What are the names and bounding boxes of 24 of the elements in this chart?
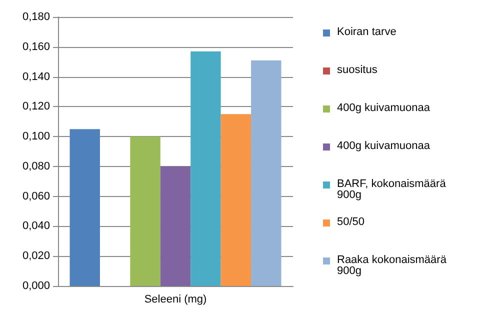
y-tick-label: 0,180	[22, 11, 50, 23]
y-tick-label: 0,140	[22, 70, 50, 83]
bar	[190, 51, 221, 286]
bar	[220, 114, 252, 286]
legend-label: BARF, kokonaismäärä 900g	[337, 178, 449, 201]
legend-label: 400g kuivamuonaa	[337, 140, 431, 152]
legend-label: suositus	[337, 64, 378, 76]
y-tick-label: 0,120	[22, 100, 50, 113]
legend-label: 400g kuivamuonaa	[337, 102, 431, 114]
y-tick-label: 0,020	[22, 250, 50, 262]
y-tick-label: 0,160	[22, 40, 50, 53]
y-tick-label: 0,080	[22, 160, 50, 172]
bar	[160, 166, 191, 286]
bar	[70, 129, 100, 286]
y-tick-label: 0,100	[22, 130, 50, 143]
legend-label: Raaka kokonaismäärä 900g	[337, 254, 450, 277]
y-tick-label: 0,000	[22, 280, 50, 292]
bar	[130, 136, 160, 286]
legend-label: Koiran tarve	[337, 26, 396, 38]
y-tick-label: 0,040	[22, 220, 50, 232]
x-tick-label: Seleeni (mg)	[144, 294, 207, 306]
legend-label: 50/50	[337, 216, 365, 228]
y-tick-label: 0,060	[22, 190, 50, 202]
bar	[251, 60, 282, 286]
